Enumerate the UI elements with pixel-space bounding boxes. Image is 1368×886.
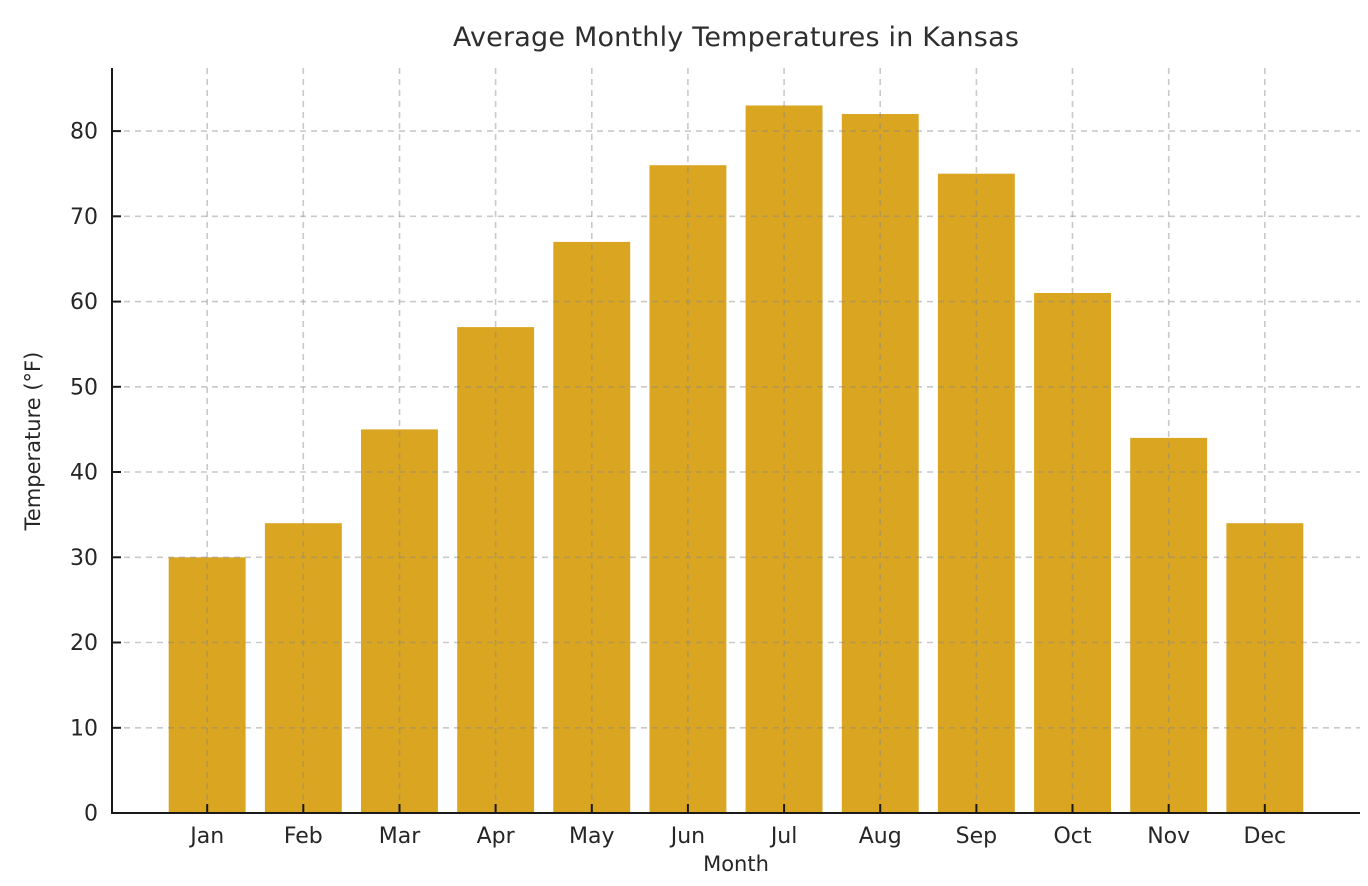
y-tick-label-50: 50 xyxy=(70,375,98,400)
x-tick-label-dec: Dec xyxy=(1244,824,1287,849)
x-tick-label-jun: Jun xyxy=(669,824,705,849)
bar-oct xyxy=(1034,293,1111,813)
x-tick-label-aug: Aug xyxy=(859,824,902,849)
bar-dec xyxy=(1226,523,1304,813)
bar-jun xyxy=(649,165,727,813)
x-tick-label-nov: Nov xyxy=(1147,824,1190,849)
y-tick-label-60: 60 xyxy=(70,290,98,315)
x-tick-label-apr: Apr xyxy=(477,824,516,849)
bar-feb xyxy=(264,523,342,813)
x-tick-label-mar: Mar xyxy=(379,824,421,849)
bar-may xyxy=(553,241,631,813)
y-tick-label-70: 70 xyxy=(70,205,98,230)
bar-aug xyxy=(841,114,919,813)
y-tick-label-40: 40 xyxy=(70,461,98,486)
y-tick-label-80: 80 xyxy=(70,120,98,145)
y-tick-label-20: 20 xyxy=(70,631,98,656)
bar-apr xyxy=(457,327,535,813)
x-tick-label-may: May xyxy=(569,824,614,849)
y-tick-label-0: 0 xyxy=(84,802,98,827)
x-tick-label-sep: Sep xyxy=(956,824,997,849)
x-tick-label-jan: Jan xyxy=(188,824,224,849)
x-tick-label-jul: Jul xyxy=(769,824,798,849)
bar-mar xyxy=(361,429,438,813)
x-tick-label-oct: Oct xyxy=(1053,824,1091,849)
chart-title: Average Monthly Temperatures in Kansas xyxy=(452,22,1020,53)
bar-jul xyxy=(745,105,823,813)
x-axis-label: Month xyxy=(703,852,769,876)
y-tick-label-10: 10 xyxy=(70,716,98,741)
bar-sep xyxy=(937,173,1015,813)
bar-jan xyxy=(168,557,246,813)
bar-nov xyxy=(1130,437,1208,813)
x-tick-label-feb: Feb xyxy=(284,824,323,849)
y-tick-label-30: 30 xyxy=(70,546,98,571)
